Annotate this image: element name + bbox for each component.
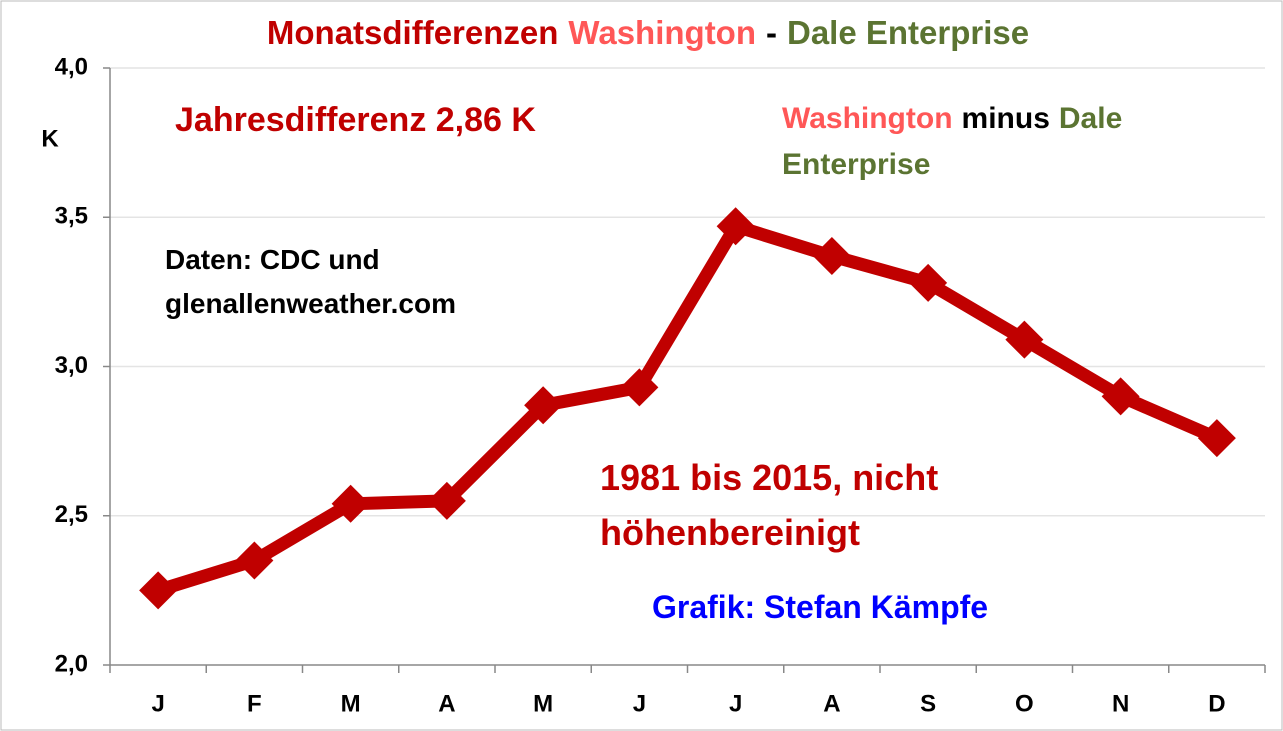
marker bbox=[620, 368, 659, 407]
x-tick-label: M bbox=[341, 690, 361, 717]
marker bbox=[139, 571, 178, 610]
title-part: - bbox=[766, 14, 777, 51]
annotation: glenallenweather.com bbox=[165, 288, 456, 319]
marker bbox=[331, 484, 370, 523]
marker bbox=[1197, 419, 1236, 458]
x-tick-label: M bbox=[533, 690, 553, 717]
x-tick-label: F bbox=[247, 690, 262, 717]
marker bbox=[524, 386, 563, 425]
marker bbox=[909, 263, 948, 302]
annotation: Enterprise bbox=[782, 148, 930, 181]
annotation-part: Dale bbox=[1059, 102, 1122, 135]
x-tick-label: N bbox=[1112, 690, 1129, 717]
y-axis-label: K bbox=[41, 125, 59, 152]
annotation: 1981 bis 2015, nicht bbox=[600, 457, 938, 498]
x-tick-label: A bbox=[823, 690, 840, 717]
line bbox=[156, 219, 1220, 597]
x-tick-label: A bbox=[438, 690, 455, 717]
x-tick-label: S bbox=[920, 690, 936, 717]
title-part: Monatsdifferenzen bbox=[267, 14, 559, 51]
title-part: Washington bbox=[568, 14, 756, 51]
marker bbox=[1005, 320, 1044, 359]
annotation: höhenbereinigt bbox=[600, 512, 860, 553]
annotation-part: Enterprise bbox=[782, 148, 930, 181]
marker bbox=[427, 481, 466, 520]
annotation-part: höhenbereinigt bbox=[600, 512, 860, 553]
y-tick-label: 2,5 bbox=[55, 501, 88, 528]
y-tick-label: 4,0 bbox=[55, 53, 88, 80]
marker bbox=[716, 207, 755, 246]
marker bbox=[1101, 377, 1140, 416]
annotation: Daten: CDC und bbox=[165, 244, 380, 275]
annotation: Jahresdifferenz 2,86 K bbox=[175, 101, 536, 139]
annotation-part: Washington bbox=[782, 102, 953, 135]
annotation: Grafik: Stefan Kämpfe bbox=[652, 589, 988, 625]
annotation-part: Jahresdifferenz 2,86 K bbox=[175, 101, 536, 139]
annotation-part: minus bbox=[962, 102, 1050, 135]
x-tick-label: J bbox=[633, 690, 646, 717]
chart-title: Monatsdifferenzen Washington - Dale Enterpr… bbox=[267, 14, 1029, 51]
y-tick-label: 3,0 bbox=[55, 352, 88, 379]
annotation-part: Grafik: Stefan Kämpfe bbox=[652, 589, 988, 625]
x-tick-label: J bbox=[151, 690, 164, 717]
y-tick-label: 3,5 bbox=[55, 203, 88, 230]
x-tick-label: D bbox=[1208, 690, 1225, 717]
annotation-part: 1981 bis 2015, nicht bbox=[600, 457, 938, 498]
annotation: Washington minus Dale bbox=[782, 102, 1122, 135]
marker bbox=[235, 541, 274, 580]
x-tick-label: O bbox=[1015, 690, 1034, 717]
marker bbox=[812, 237, 851, 276]
title-part: Dale Enterprise bbox=[787, 14, 1029, 51]
y-tick-label: 2,0 bbox=[55, 650, 88, 677]
annotation-part: Daten: CDC und bbox=[165, 244, 380, 275]
x-tick-label: J bbox=[729, 690, 742, 717]
annotation-part: glenallenweather.com bbox=[165, 288, 456, 319]
